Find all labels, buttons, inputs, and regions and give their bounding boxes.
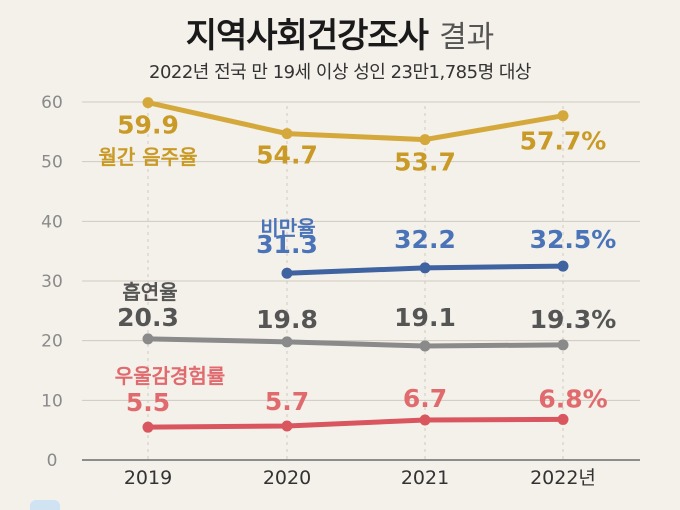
series-name-label: 월간 음주율: [99, 145, 198, 169]
x-tick-label: 2020: [263, 467, 311, 489]
data-point: [142, 97, 154, 109]
data-point: [419, 340, 431, 352]
data-label: 32.5%: [530, 225, 617, 254]
y-tick-label: 30: [41, 272, 63, 292]
data-point: [419, 262, 431, 274]
data-point: [557, 260, 569, 272]
y-tick-label: 40: [41, 212, 63, 232]
series-line: [145, 100, 566, 143]
series-name-label: 우울감경험률: [115, 364, 225, 388]
data-point: [557, 339, 569, 351]
data-point: [281, 267, 293, 279]
data-point: [281, 128, 293, 140]
data-label: 59.9: [117, 111, 179, 140]
y-tick-label: 60: [41, 93, 63, 113]
data-point: [281, 420, 293, 432]
y-tick-label: 20: [41, 332, 63, 352]
data-point: [419, 134, 431, 146]
y-tick-label: 0: [47, 451, 58, 471]
series-name-label: 흡연율: [122, 280, 177, 304]
data-label: 6.8%: [538, 384, 607, 413]
data-label: 31.3: [256, 230, 318, 259]
data-label: 6.7: [403, 384, 447, 413]
data-label: 19.1: [394, 303, 456, 332]
title-main: 지역사회건강조사: [185, 16, 429, 56]
chart-title: 지역사회건강조사 결과: [0, 8, 680, 57]
data-label: 20.3: [117, 303, 179, 332]
data-label: 5.7: [265, 387, 309, 416]
y-tick-label: 50: [41, 153, 63, 173]
x-tick-label: 2019: [124, 467, 172, 489]
x-tick-label: 2022년: [530, 467, 596, 489]
data-point: [281, 336, 293, 348]
data-point: [419, 414, 431, 426]
decorative-corner-shape: [30, 500, 60, 510]
series-line: [145, 336, 566, 349]
data-point: [142, 333, 154, 345]
y-tick-label: 10: [41, 391, 63, 411]
chart-subtitle: 2022년 전국 만 19세 이상 성인 23만1,785명 대상: [149, 62, 531, 83]
data-label: 19.8: [256, 305, 318, 334]
data-point: [557, 110, 569, 122]
data-label: 57.7%: [520, 127, 607, 156]
data-label: 54.7: [256, 141, 318, 170]
x-tick-label: 2021: [401, 467, 449, 489]
data-point: [142, 421, 154, 433]
data-point: [557, 413, 569, 425]
title-suffix: 결과: [439, 20, 495, 55]
series-name-label: 비만율: [260, 216, 315, 240]
series-line: [145, 416, 566, 430]
data-label: 32.2: [394, 225, 456, 254]
data-label: 19.3%: [530, 305, 617, 334]
data-label: 5.5: [126, 388, 170, 417]
data-label: 53.7: [394, 148, 456, 177]
